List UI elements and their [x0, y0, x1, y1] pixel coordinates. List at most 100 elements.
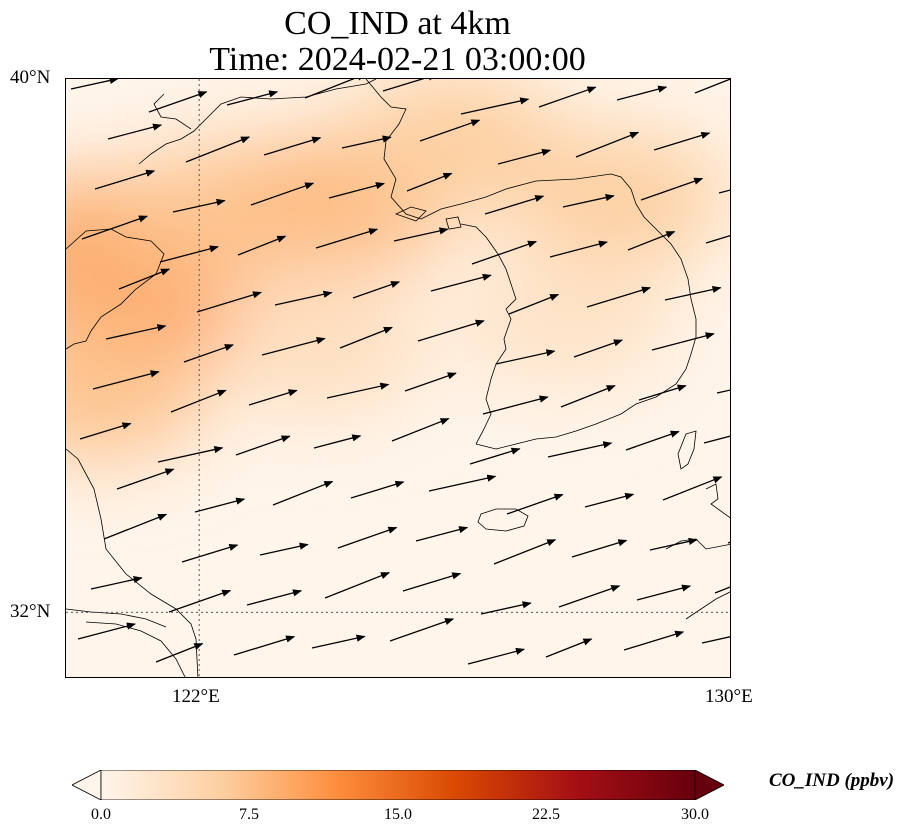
wind-arrow-83 [259, 542, 309, 556]
wind-arrow-76 [428, 474, 497, 492]
wind-arrow-37 [196, 291, 262, 313]
wind-arrow-50 [495, 349, 556, 365]
wind-arrow-67 [391, 417, 450, 442]
colorbar-tick-0: 0.0 [91, 806, 111, 823]
coastline-yangtze-north [66, 608, 167, 628]
colorbar [72, 770, 724, 800]
wind-arrow-107 [701, 636, 730, 644]
wind-arrow-61 [638, 384, 687, 401]
wind-arrow-91 [168, 589, 232, 613]
wind-arrow-18 [94, 169, 156, 190]
colorbar-tick-7-5: 7.5 [239, 806, 259, 823]
wind-arrow-72 [116, 468, 175, 490]
coastline-yangtze-south [85, 621, 186, 677]
wind-arrow-69 [547, 441, 613, 458]
wind-arrow-105 [545, 638, 593, 658]
wind-arrow-29 [237, 235, 287, 256]
map-plot-area [65, 78, 731, 678]
wind-arrow-64 [157, 446, 224, 463]
wind-arrow-106 [623, 630, 685, 651]
field-hotspot-8 [455, 249, 676, 389]
wind-arrow-40 [430, 273, 492, 292]
wind-arrow-3 [304, 79, 367, 99]
wind-arrow-9 [107, 123, 163, 140]
coastline-yalu-river [420, 173, 632, 220]
wind-arrow-58 [404, 372, 457, 392]
lon-tick-122e: 122°E [172, 686, 220, 707]
wind-arrow-81 [103, 513, 168, 540]
wind-arrow-20 [250, 182, 315, 206]
wind-arrow-66 [313, 434, 362, 449]
wind-arrow-97 [636, 584, 692, 601]
wind-arrow-19 [172, 198, 226, 213]
coastline-yellow-sea-islands [394, 206, 462, 230]
lat-tick-32n: 32°N [10, 601, 51, 622]
wind-arrow-11 [263, 136, 322, 156]
wind-arrow-77 [506, 493, 564, 515]
wind-arrow-39 [352, 281, 401, 299]
colorbar-tick-22-5: 22.5 [532, 806, 560, 823]
wind-arrow-35 [705, 234, 730, 244]
wind-arrow-24 [562, 194, 615, 208]
wind-arrow-48 [339, 326, 393, 349]
wind-arrow-82 [181, 543, 239, 563]
lon-tick-130e: 130°E [705, 686, 753, 707]
wind-arrow-8 [694, 79, 730, 94]
wind-arrow-103 [389, 618, 455, 642]
wind-arrow-73 [194, 497, 246, 513]
wind-arrow-22 [406, 172, 453, 192]
field-hotspot-6 [209, 275, 430, 416]
wind-arrow-2 [226, 90, 279, 106]
wind-vectors [70, 79, 730, 665]
wind-arrow-38 [274, 290, 333, 306]
wind-arrow-96 [558, 585, 621, 608]
wind-arrow-94 [402, 572, 462, 592]
wind-arrow-53 [729, 342, 730, 343]
wind-arrow-86 [493, 539, 557, 565]
wind-arrow-78 [584, 492, 635, 508]
wind-arrow-93 [324, 572, 391, 599]
wind-arrow-34 [627, 231, 676, 251]
gridlines [66, 79, 730, 677]
wind-arrow-95 [480, 601, 532, 615]
wind-arrow-98 [714, 586, 730, 594]
wind-arrow-25 [640, 177, 704, 201]
wind-arrow-52 [651, 332, 715, 351]
wind-arrow-49 [417, 319, 485, 342]
wind-arrow-88 [649, 537, 698, 551]
field-hotspot-4 [342, 79, 563, 209]
wind-arrow-101 [233, 635, 296, 656]
coastline-korea-south [475, 353, 692, 450]
wind-arrow-57 [326, 382, 390, 399]
wind-arrow-45 [105, 324, 167, 340]
map-time-subtitle: Time: 2024-02-21 03:00:00 [209, 41, 586, 78]
wind-arrow-33 [549, 240, 608, 258]
wind-arrow-31 [393, 227, 449, 242]
wind-arrow-75 [350, 480, 405, 499]
colorbar-extend-min [72, 770, 102, 800]
wind-arrow-68 [469, 447, 521, 465]
wind-arrow-54 [92, 370, 160, 390]
colorbar-tick-30: 30.0 [681, 806, 709, 823]
wind-arrow-41 [508, 293, 560, 315]
coastline-jeju-island [477, 508, 529, 532]
wind-arrow-4 [382, 79, 438, 92]
wind-arrow-42 [586, 286, 651, 308]
map-title: CO_IND at 4km [284, 5, 511, 42]
wind-arrow-56 [248, 389, 298, 406]
coastline-liaodong [138, 79, 377, 165]
lat-tick-40n: 40°N [10, 67, 51, 88]
wind-arrow-90 [90, 576, 143, 590]
wind-arrow-65 [235, 435, 291, 456]
wind-arrow-6 [538, 86, 597, 108]
wind-arrow-51 [573, 339, 623, 358]
wind-arrow-70 [625, 430, 680, 451]
wind-arrow-43 [664, 285, 722, 301]
wind-arrow-71 [703, 435, 730, 444]
coastline-korea-west [460, 223, 517, 445]
wind-arrow-104 [467, 647, 525, 665]
colorbar-gradient [100, 770, 696, 800]
map-canvas [66, 79, 730, 677]
wind-arrow-100 [155, 643, 204, 663]
wind-arrow-63 [79, 422, 132, 440]
